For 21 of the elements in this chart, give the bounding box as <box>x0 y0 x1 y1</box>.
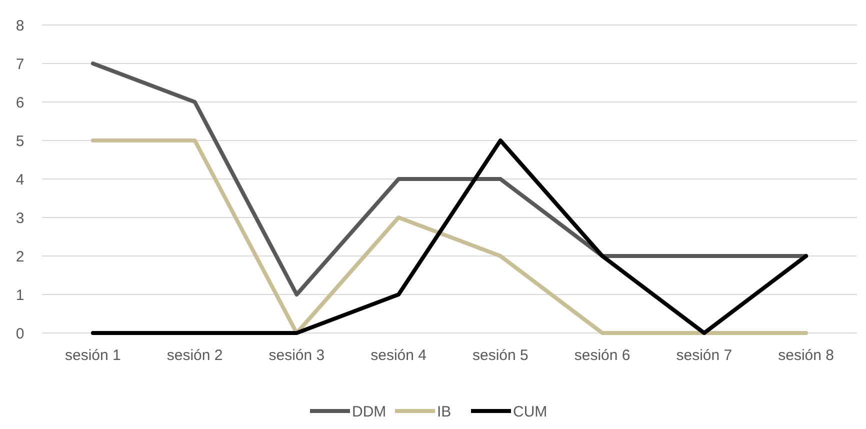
line-series <box>90 138 808 335</box>
x-tick-label: sesión 7 <box>676 347 732 364</box>
x-tick-label: sesión 4 <box>370 347 426 364</box>
y-tick-label: 2 <box>16 248 24 266</box>
y-tick-label: 7 <box>16 56 24 73</box>
x-tick-label: sesión 6 <box>574 347 630 364</box>
legend-label: DDM <box>352 403 386 420</box>
x-tick-label: sesión 2 <box>166 347 223 364</box>
y-tick-label: 1 <box>16 286 24 304</box>
y-tick-label: 0 <box>16 325 24 342</box>
y-tick-label: 3 <box>16 210 24 227</box>
legend-label: IB <box>437 403 452 420</box>
legend-label: CUM <box>513 403 548 420</box>
x-tick-label: sesión 5 <box>472 347 528 364</box>
x-tick-label: sesión 3 <box>268 347 325 364</box>
y-tick-label: 6 <box>16 94 24 112</box>
y-tick-label: 5 <box>16 132 24 150</box>
x-tick-label: sesión 8 <box>778 347 834 364</box>
x-tick-label: sesión 1 <box>65 347 121 364</box>
y-tick-label: 8 <box>16 17 24 34</box>
y-tick-label: 4 <box>16 171 24 188</box>
